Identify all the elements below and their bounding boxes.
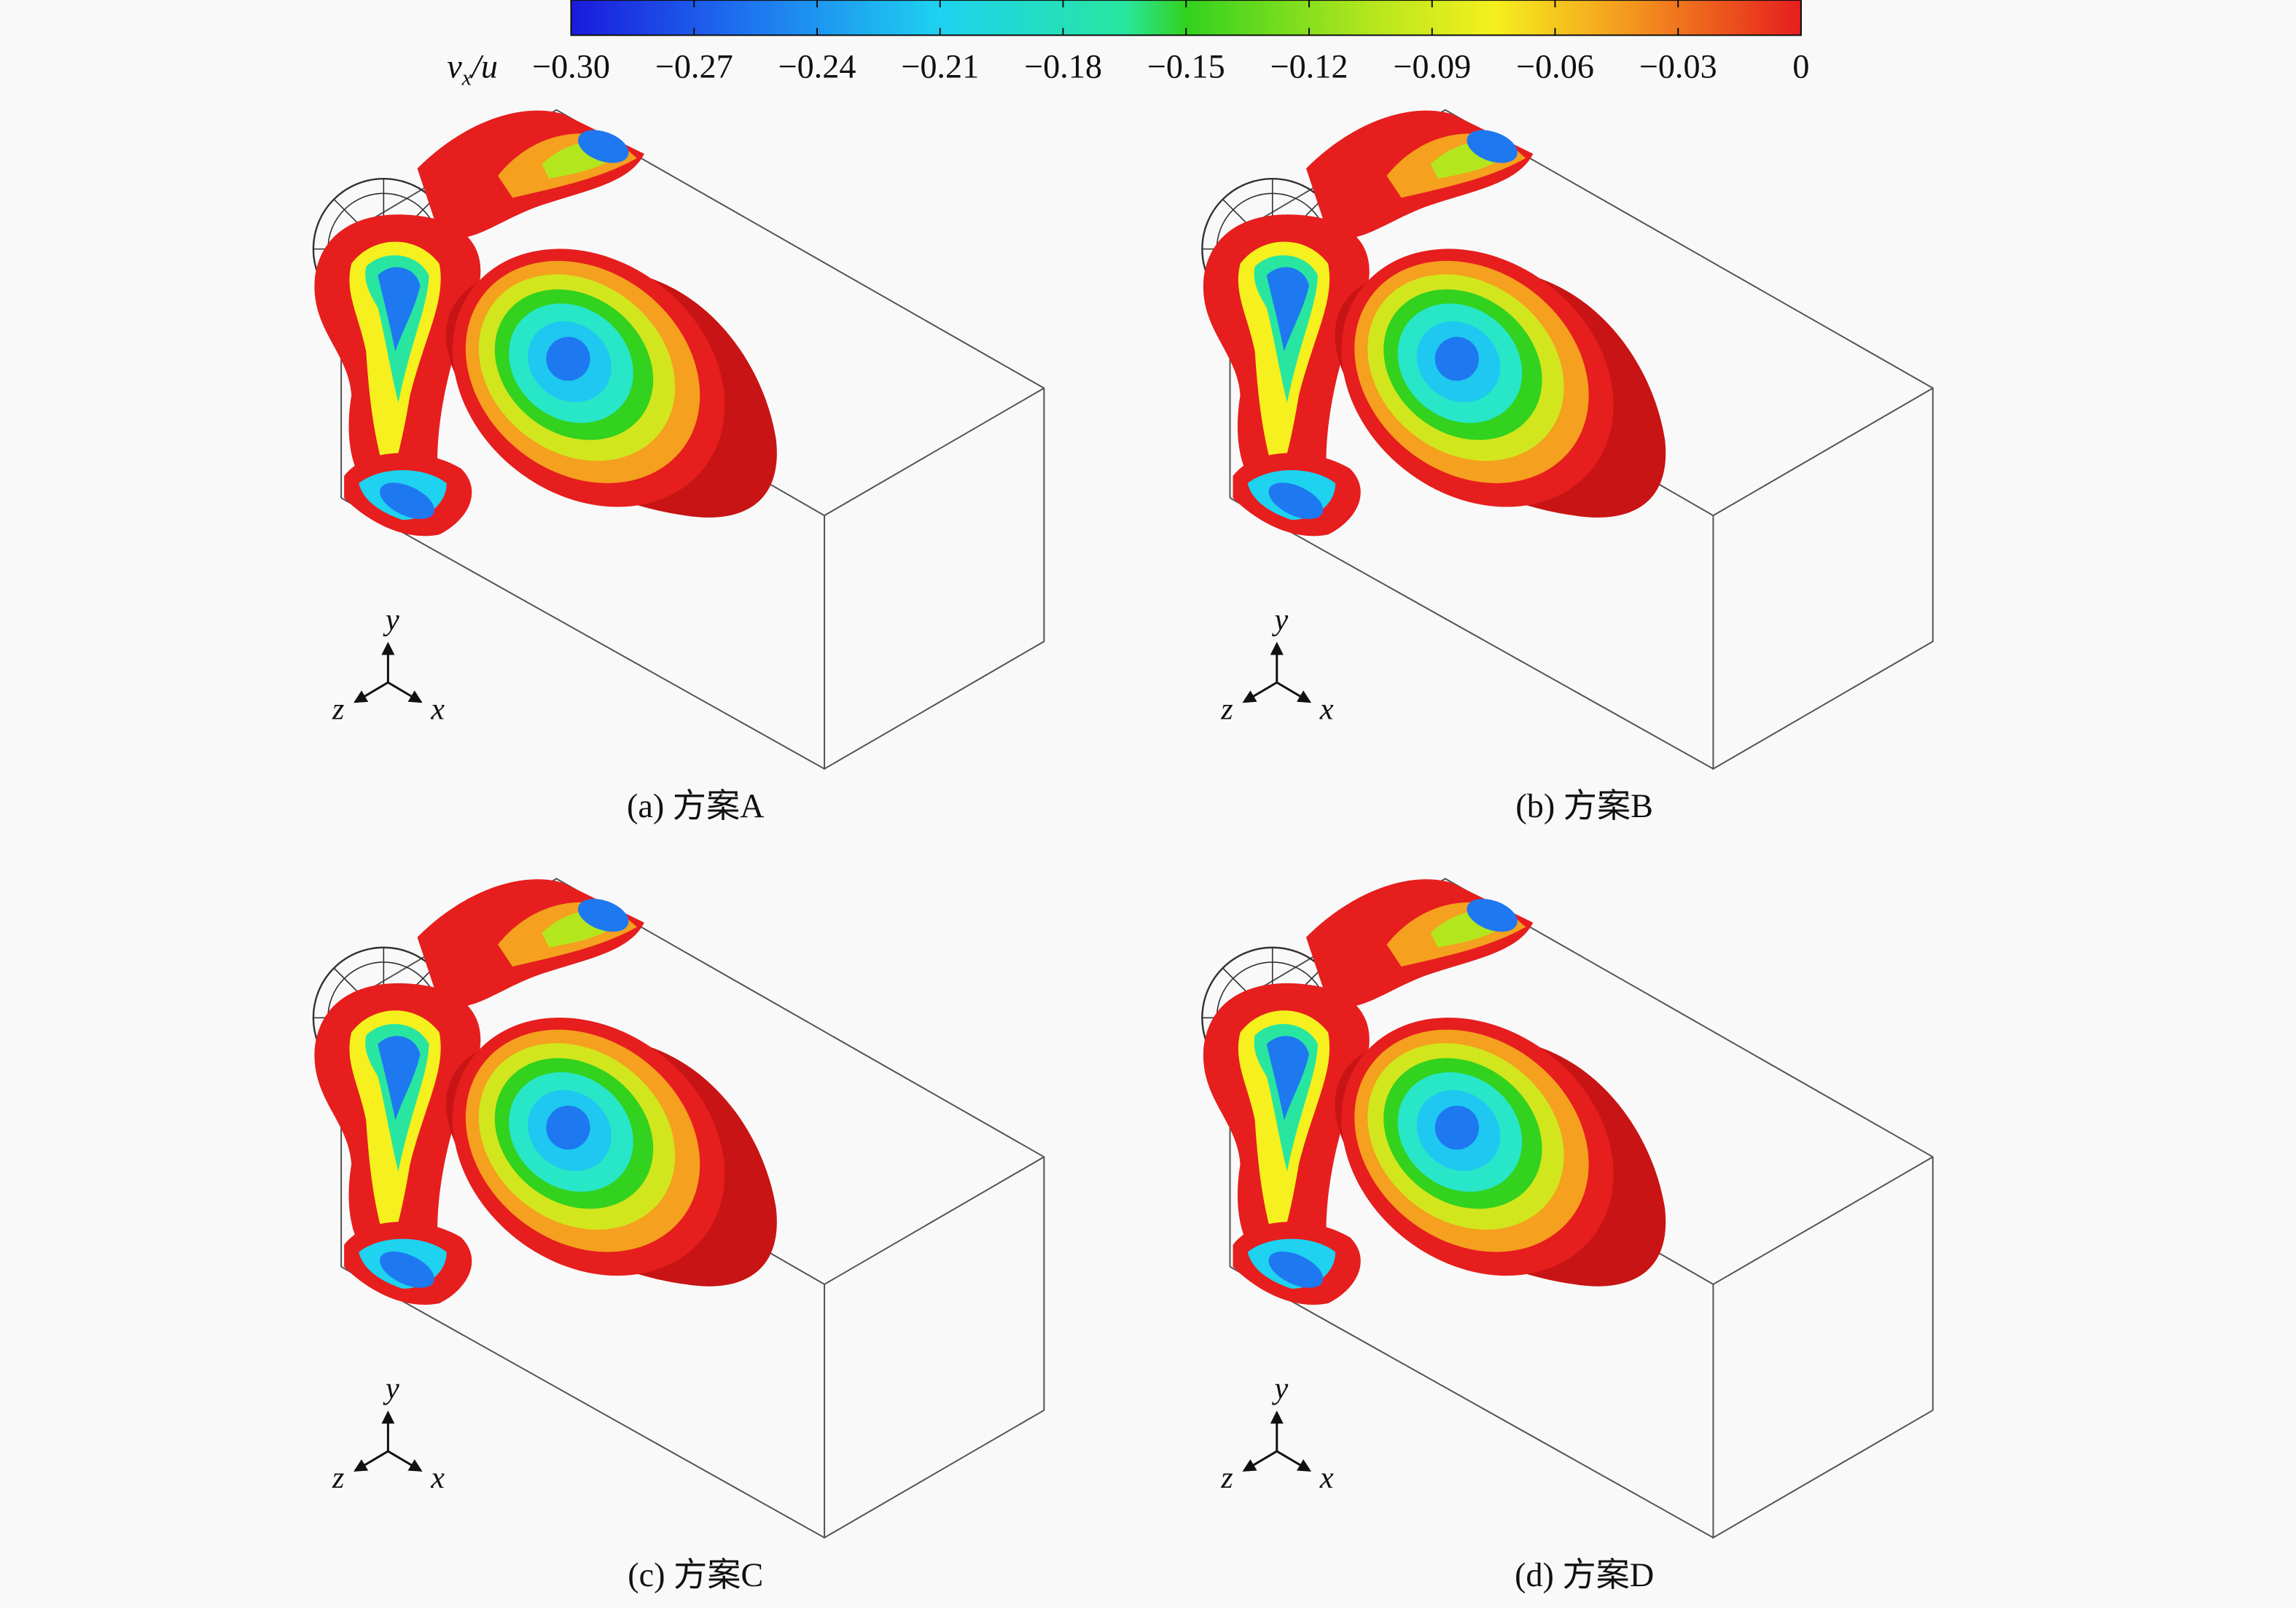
- colorbar-tick-label: −0.27: [655, 48, 733, 85]
- caption: (a) 方案A: [627, 787, 765, 824]
- colorbar-tick-label: −0.18: [1024, 48, 1102, 85]
- axis-label: y: [1271, 603, 1288, 637]
- axis-label: y: [383, 603, 399, 637]
- axis-label: y: [383, 1372, 399, 1406]
- axis-label: x: [430, 1461, 445, 1495]
- panel: y z x (a) 方案A: [313, 110, 1044, 824]
- caption: (c) 方案C: [628, 1556, 763, 1593]
- axis-label: x: [1319, 1461, 1334, 1495]
- flow-field-render: [313, 878, 1044, 1537]
- colorbar-tick-label: −0.09: [1393, 48, 1471, 85]
- axis-label: y: [1271, 1372, 1288, 1406]
- axis-label: x: [430, 692, 445, 726]
- colorbar-tick-label: −0.03: [1639, 48, 1717, 85]
- axis-label: z: [332, 1461, 344, 1495]
- flow-field-render: [1202, 878, 1932, 1537]
- axis-label: z: [1220, 692, 1233, 726]
- colorbar-tick-label: −0.15: [1147, 48, 1225, 85]
- colorbar-tick-label: −0.30: [532, 48, 610, 85]
- flow-field-render: [1202, 110, 1932, 769]
- colorbar-tick-label: −0.21: [901, 48, 979, 85]
- caption: (b) 方案B: [1515, 787, 1653, 824]
- axis-label: z: [1220, 1461, 1233, 1495]
- caption: (d) 方案D: [1515, 1556, 1654, 1593]
- colorbar-tick-label: 0: [1792, 48, 1809, 85]
- axis-label: x: [1319, 692, 1334, 726]
- colorbar-tick-label: −0.24: [778, 48, 856, 85]
- axis-label: z: [332, 692, 344, 726]
- flow-field-render: [313, 110, 1044, 769]
- panel: y z x (d) 方案D: [1202, 878, 1932, 1593]
- colorbar-tick-label: −0.12: [1270, 48, 1348, 85]
- colorbar-label: vx/u: [447, 48, 498, 90]
- panel: y z x (b) 方案B: [1202, 110, 1932, 824]
- colorbar-tick-label: −0.06: [1516, 48, 1594, 85]
- panel: y z x (c) 方案C: [313, 878, 1044, 1593]
